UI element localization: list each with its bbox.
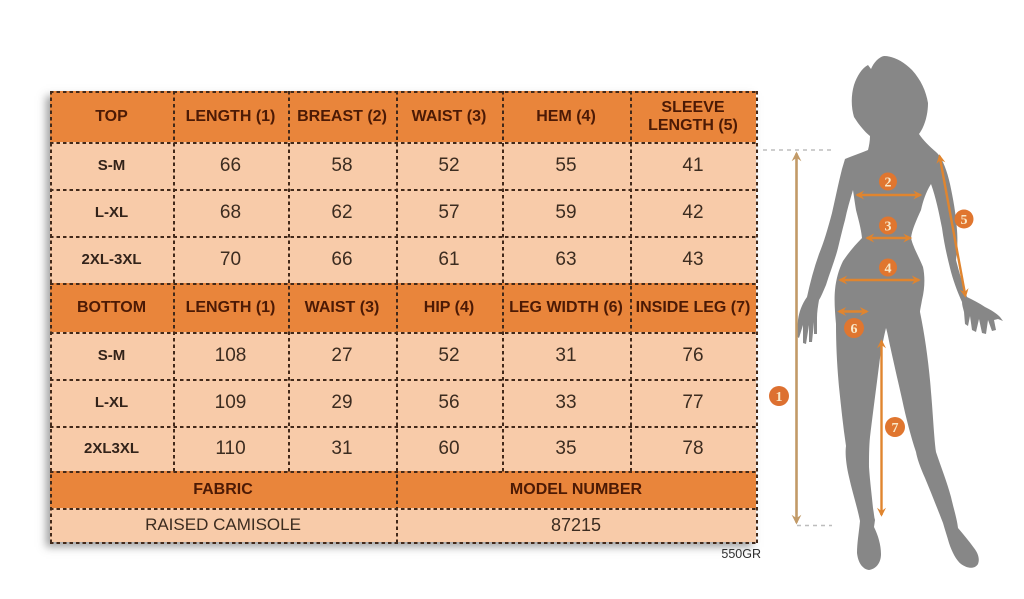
svg-text:6: 6 <box>851 322 858 337</box>
svg-text:5: 5 <box>961 213 968 228</box>
svg-text:3: 3 <box>885 220 892 235</box>
svg-text:4: 4 <box>885 262 892 277</box>
svg-text:2: 2 <box>885 176 892 191</box>
svg-text:7: 7 <box>892 421 899 436</box>
svg-text:1: 1 <box>776 390 783 405</box>
